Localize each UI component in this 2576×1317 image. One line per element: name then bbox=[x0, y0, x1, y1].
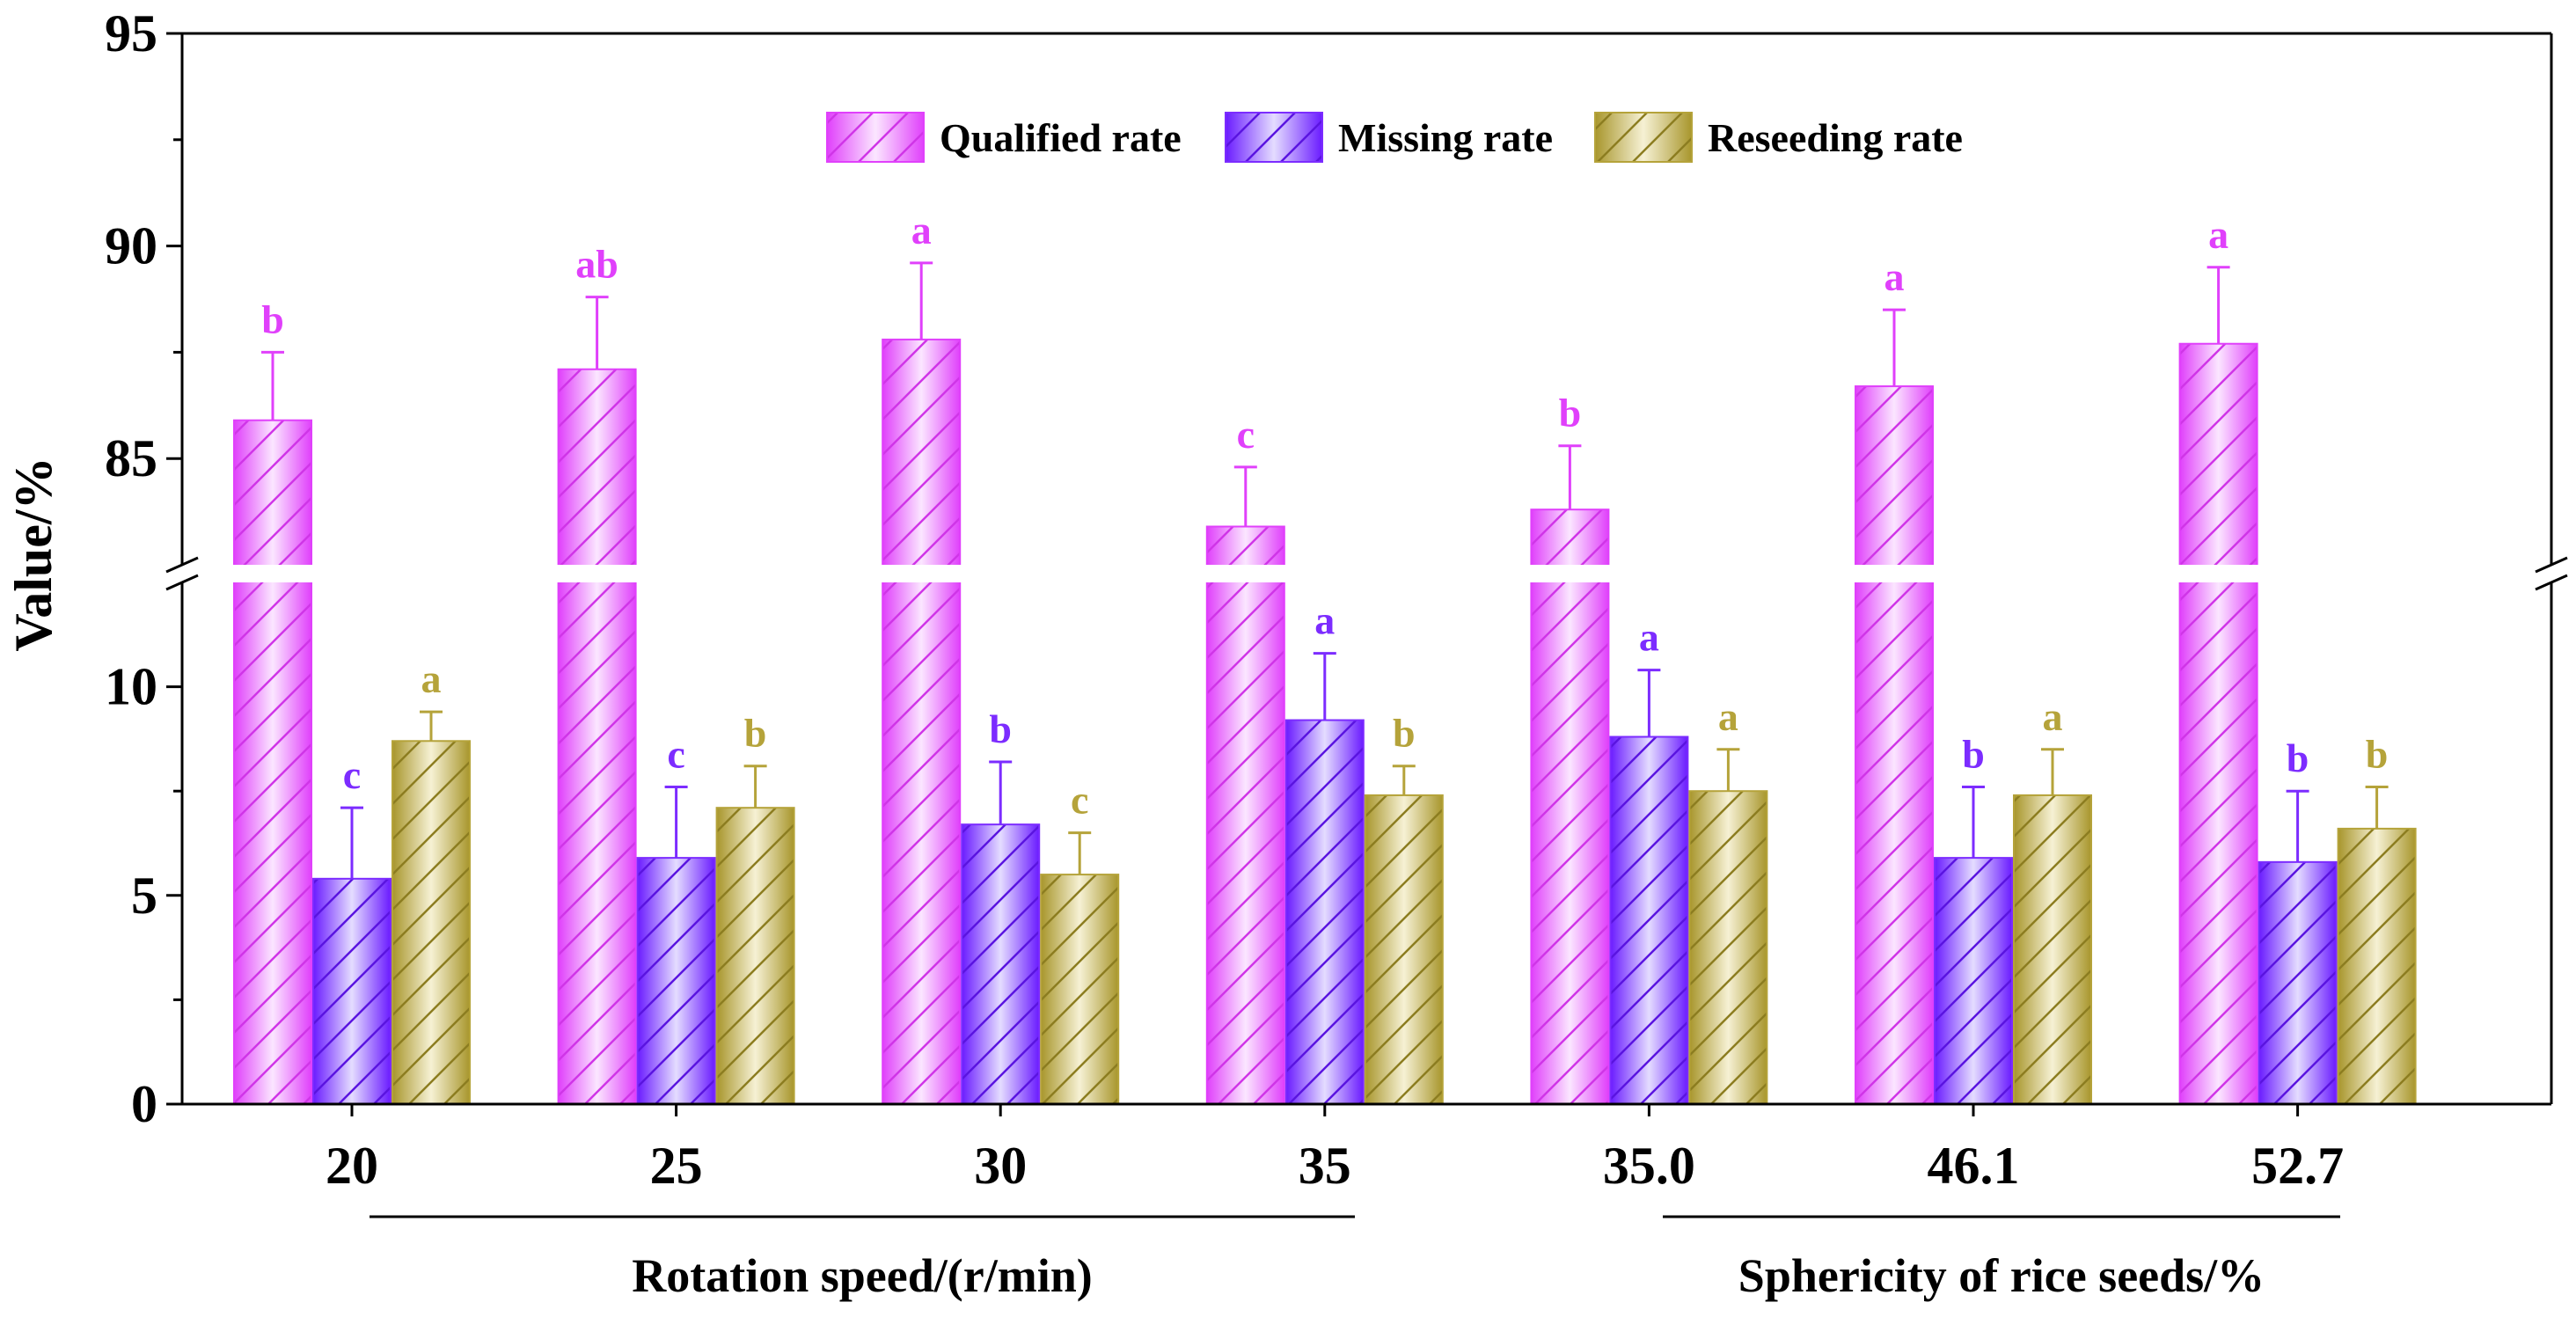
significance-letter: c bbox=[667, 731, 684, 776]
bar-missing-rate-6-hatch bbox=[2258, 860, 2338, 1106]
y-tick-label: 10 bbox=[105, 658, 157, 716]
significance-letter: a bbox=[2043, 694, 2063, 739]
x-tick-label: 30 bbox=[974, 1137, 1027, 1195]
significance-letter: c bbox=[343, 752, 361, 797]
x-tick-label: 25 bbox=[650, 1137, 703, 1195]
bar-qualified-rate-1-hatch bbox=[557, 368, 637, 1105]
break-mark-1-a bbox=[2535, 556, 2568, 574]
legend-label-1: Missing rate bbox=[1338, 115, 1553, 160]
axis-break-band bbox=[180, 565, 2553, 582]
y-tick-label: 5 bbox=[131, 867, 157, 925]
bar-missing-rate-1-hatch bbox=[636, 857, 716, 1105]
axes-layer: 20 25 30 35 35.0 46.1 52.7 0 5 10 85 90 95 Rotation s… bbox=[105, 4, 2568, 1302]
significance-letter: c bbox=[1071, 778, 1088, 823]
bar-reseeding-rate-1-hatch bbox=[715, 807, 795, 1106]
bars-layer bbox=[233, 338, 2417, 1106]
significance-letter: b bbox=[744, 711, 767, 756]
legend: Qualified rate Missing rate Reseeding rate bbox=[826, 112, 1963, 163]
significance-letter: a bbox=[911, 208, 932, 252]
break-mark-0-b bbox=[165, 574, 199, 591]
y-tick-label: 95 bbox=[105, 4, 157, 62]
x-tick-label: 46.1 bbox=[1928, 1137, 2020, 1195]
bar-reseeding-rate-4-hatch bbox=[1688, 790, 1768, 1105]
significance-letter: c bbox=[1237, 412, 1255, 457]
bar-missing-rate-0-hatch bbox=[312, 877, 392, 1105]
legend-label-0: Qualified rate bbox=[940, 115, 1182, 160]
significance-letter: b bbox=[2366, 731, 2389, 776]
significance-letter: b bbox=[1962, 731, 1985, 776]
significance-letter: a bbox=[1884, 254, 1905, 299]
y-tick-label: 0 bbox=[131, 1075, 157, 1133]
x-tick-label: 35.0 bbox=[1603, 1137, 1695, 1195]
significance-letter: a bbox=[1314, 598, 1335, 643]
bar-qualified-rate-0-hatch bbox=[233, 419, 312, 1106]
significance-letter: a bbox=[1718, 694, 1738, 739]
bar-reseeding-rate-2-hatch bbox=[1040, 874, 1120, 1106]
bar-missing-rate-5-hatch bbox=[1934, 857, 2013, 1105]
significance-letter: a bbox=[1639, 615, 1659, 660]
bar-qualified-rate-2-hatch bbox=[882, 338, 962, 1105]
break-mark-0-a bbox=[165, 556, 199, 574]
significance-letter: b bbox=[1559, 391, 1582, 435]
significance-letter: b bbox=[989, 706, 1012, 751]
y-tick-label: 85 bbox=[105, 429, 157, 487]
x-tick-label: 35 bbox=[1299, 1137, 1351, 1195]
bar-qualified-rate-3-hatch bbox=[1205, 525, 1285, 1105]
legend-label-2: Reseeding rate bbox=[1708, 115, 1963, 160]
legend-swatch-hatch-0 bbox=[826, 112, 925, 163]
bar-qualified-rate-6-hatch bbox=[2178, 342, 2258, 1105]
bar-missing-rate-2-hatch bbox=[961, 823, 1041, 1105]
break-mark-1-b bbox=[2535, 574, 2568, 591]
group-label-0: Rotation speed/(r/min) bbox=[632, 1249, 1092, 1302]
bar-reseeding-rate-3-hatch bbox=[1364, 794, 1444, 1105]
legend-swatch-hatch-1 bbox=[1225, 112, 1323, 163]
x-tick-label: 52.7 bbox=[2251, 1137, 2344, 1195]
significance-letter: a bbox=[2208, 212, 2228, 257]
bar-qualified-rate-5-hatch bbox=[1855, 385, 1934, 1105]
x-tick-label: 20 bbox=[326, 1137, 378, 1195]
legend-swatch-hatch-2 bbox=[1594, 112, 1693, 163]
bar-missing-rate-4-hatch bbox=[1609, 735, 1689, 1105]
bar-reseeding-rate-5-hatch bbox=[2013, 794, 2092, 1105]
bar-reseeding-rate-0-hatch bbox=[392, 740, 471, 1105]
significance-letter: b bbox=[2287, 735, 2309, 780]
significance-letter: ab bbox=[575, 242, 618, 287]
bar-qualified-rate-4-hatch bbox=[1530, 509, 1610, 1105]
y-tick-label: 90 bbox=[105, 217, 157, 275]
bar-missing-rate-3-hatch bbox=[1284, 719, 1365, 1105]
y-axis-label: Value/% bbox=[4, 457, 62, 651]
group-label-1: Sphericity of rice seeds/% bbox=[1738, 1249, 2265, 1302]
bar-reseeding-rate-6-hatch bbox=[2337, 827, 2417, 1105]
error-bars-layer bbox=[261, 261, 2389, 879]
significance-letter: b bbox=[261, 296, 284, 341]
significance-letter: b bbox=[1393, 711, 1416, 756]
significance-letter: a bbox=[421, 656, 442, 701]
